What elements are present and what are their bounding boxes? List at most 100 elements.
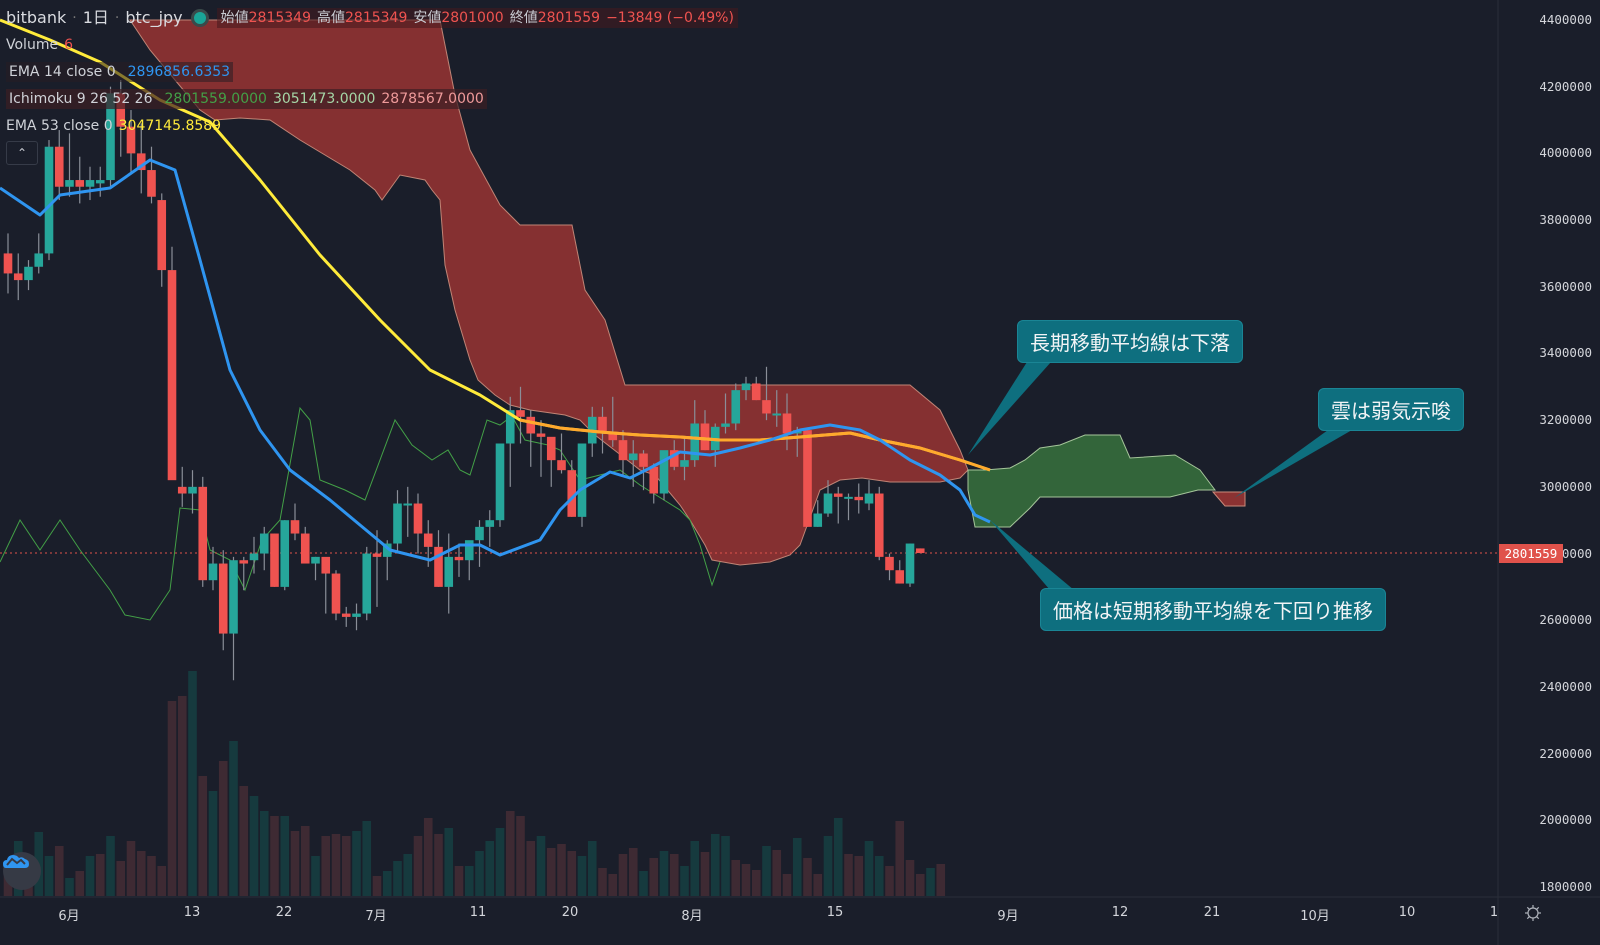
volume-bar [926,868,935,896]
candle-body [136,153,146,171]
candle-body [188,486,197,494]
volume-bar [65,878,74,896]
annotation-callout[interactable]: 雲は弱気示唆 [1318,388,1464,431]
current-price-tag: 2801559 [1499,544,1563,564]
time-tick: 21 [1203,905,1221,920]
candle-body [382,543,392,557]
volume-bar [669,854,679,896]
annotation-callout[interactable]: 長期移動平均線は下落 [1017,320,1243,363]
ichimoku-legend[interactable]: Ichimoku 9 26 52 26 2801559.0000 3051473… [6,85,738,112]
volume-bar [772,850,782,896]
candle-body [403,503,413,506]
price-tick: 3800000 [1539,212,1592,228]
time-tick: 10月 [1300,909,1330,924]
cloud-chart-icon [3,855,29,868]
candle-body [844,496,853,499]
time-tick: 22 [275,905,293,920]
volume-bar [341,836,351,896]
volume-bar [557,844,566,896]
annotation-callout[interactable]: 価格は短期移動平均線を下回り推移 [1040,588,1386,631]
volume-bar [690,841,700,896]
volume-value: 6 [64,36,73,53]
candle-body [393,503,402,544]
candle-body [239,560,249,564]
volume-bar [639,871,648,896]
volume-bar [259,811,269,896]
close-value: 2801559 [537,9,601,26]
candle-body [557,460,566,471]
price-tick: 4400000 [1539,12,1592,27]
volume-legend[interactable]: Volume 6 [6,31,738,58]
volume-bar [516,816,525,896]
ichimoku-cloud-bearish-future [1211,491,1246,507]
volume-bar [321,836,331,896]
volume-bar [587,841,597,896]
price-tick: 3600000 [1539,278,1592,294]
candle-body [157,200,167,271]
candle-body [823,493,833,514]
exchange-name[interactable]: bitbank [6,7,67,27]
volume-bar [85,856,95,896]
candle-body [177,486,187,494]
time-tick: 11 [469,905,487,920]
candle-body [864,493,874,504]
candle-body [577,443,587,517]
volume-bar [792,838,802,896]
candle-body [721,423,730,427]
ema14-legend[interactable]: EMA 14 close 0 2896856.6353 [6,58,738,85]
candle-body [598,416,607,434]
candle-body [505,410,515,444]
volume-bar [157,866,167,896]
price-tick: 3000000 [1539,478,1592,494]
volume-bar [864,841,874,896]
volume-bar [659,851,669,896]
time-tick: 13 [183,905,201,920]
volume-bar [177,696,187,896]
candle-body [106,93,115,181]
candle-body [464,540,474,561]
ema14-label: EMA 14 close 0 [9,63,116,80]
ema53-legend[interactable]: EMA 53 close 0 3047145.8589 [6,112,738,139]
volume-bar [567,851,577,896]
volume-bar [577,856,587,896]
change-value: −13849 (−0.49%) [606,9,734,26]
candle-body [803,430,812,527]
candle-body [782,413,792,434]
interval-label[interactable]: 1日 [82,7,109,27]
candle-body [270,533,279,587]
volume-bar [628,848,638,896]
volume-bar [505,811,515,896]
candle-body [167,270,177,481]
volume-bar [680,866,689,896]
volume-bar [833,818,843,896]
ema14-value: 2896856.6353 [127,63,231,80]
candle-body [751,383,761,401]
candle-body [690,423,700,461]
volume-bar [270,816,279,896]
candle-body [249,553,259,561]
volume-bar [741,864,751,896]
price-tick: 1800000 [1539,879,1592,894]
volume-bar [362,821,372,896]
volume-bar [823,836,833,896]
tradingview-logo[interactable] [3,852,41,890]
volume-bar [423,818,433,896]
volume-bar [136,851,146,896]
candle-body [731,390,741,424]
volume-bar [75,871,85,896]
volume-bar [546,848,556,896]
candle-body [546,436,556,461]
candle-body [874,493,884,557]
ichimoku-cloud-bullish [967,434,1216,528]
symbol-name[interactable]: btc_jpy [125,7,183,27]
volume-bar [331,834,341,896]
volume-bar [874,856,884,896]
volume-bar [649,858,659,896]
settings-gear-icon[interactable] [1524,904,1542,922]
low-label: 安値 [413,9,442,26]
candle-body [311,556,320,564]
collapse-legend-button[interactable]: ⌃ [6,141,38,165]
volume-bar [803,858,812,896]
